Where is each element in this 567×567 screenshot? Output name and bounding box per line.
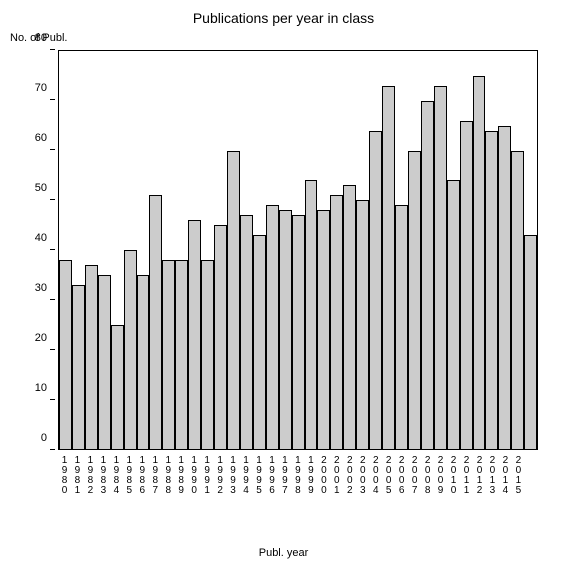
y-tick-label: 30 [35,282,47,294]
bar [98,275,111,449]
x-tick-label: 1987 [149,452,162,496]
x-tick-label: 2001 [330,452,343,496]
x-tick-label: 2004 [369,452,382,496]
bar [175,260,188,449]
x-tick-label: 2008 [421,452,434,496]
y-tick-label: 70 [35,82,47,94]
x-tick-label: 2010 [447,452,460,496]
y-tick-label: 80 [35,32,47,44]
x-tick-label: 1996 [266,452,279,496]
x-tick-label: 2014 [499,452,512,496]
x-tick-label: 2000 [317,452,330,496]
bar [447,180,460,449]
bar [266,205,279,449]
x-tick-label: 1993 [227,452,240,496]
bar [524,235,537,449]
x-tick-label: 1990 [188,452,201,496]
bar [279,210,292,449]
bar [434,86,447,449]
x-tick-label: 2011 [460,452,473,496]
bar [305,180,318,449]
bar [330,195,343,449]
bar [369,131,382,449]
x-tick-label: 2009 [434,452,447,496]
bar [137,275,150,449]
bar [253,235,266,449]
bar [227,151,240,450]
x-axis-ticks: 1980198119821983198419851986198719881989… [58,452,538,496]
bar [498,126,511,449]
x-tick-label: 2006 [395,452,408,496]
bar [201,260,214,449]
bar [292,215,305,449]
x-tick-label: 1997 [278,452,291,496]
bar [408,151,421,450]
bar [473,76,486,449]
bar [460,121,473,449]
y-tick-mark [50,299,55,300]
chart-container: Publications per year in class No. of Pu… [0,0,567,567]
x-tick-label: 1982 [84,452,97,496]
bars-group [59,51,537,449]
bar [343,185,356,449]
y-tick-label: 10 [35,382,47,394]
bar [124,250,137,449]
x-tick-label: 2003 [356,452,369,496]
y-tick-mark [50,449,55,450]
bar [382,86,395,449]
x-tick-label: 1984 [110,452,123,496]
bar [59,260,72,449]
x-tick-label: 2007 [408,452,421,496]
chart-title: Publications per year in class [0,10,567,26]
x-tick-label: 2012 [473,452,486,496]
y-tick-label: 60 [35,132,47,144]
bar [188,220,201,449]
y-tick-label: 40 [35,232,47,244]
x-tick-label: 1986 [136,452,149,496]
x-tick-label: 2002 [343,452,356,496]
x-tick-label: 1989 [175,452,188,496]
bar [85,265,98,449]
bar [421,101,434,449]
x-tick-label: 1980 [58,452,71,496]
x-tick-label: 1985 [123,452,136,496]
y-tick-mark [50,49,55,50]
y-tick-label: 0 [41,432,47,444]
bar [214,225,227,449]
y-tick-mark [50,249,55,250]
x-tick-label: 1994 [240,452,253,496]
x-tick-label: 1983 [97,452,110,496]
bar [511,151,524,450]
y-tick-label: 50 [35,182,47,194]
bar [317,210,330,449]
x-tick-label: 1988 [162,452,175,496]
x-tick-label: 1991 [201,452,214,496]
x-tick-label [525,452,538,496]
y-tick-mark [50,99,55,100]
y-tick-mark [50,149,55,150]
bar [485,131,498,449]
bar [356,200,369,449]
x-tick-label: 2013 [486,452,499,496]
y-tick-label: 20 [35,332,47,344]
bar [111,325,124,449]
bar [162,260,175,449]
x-tick-label: 1992 [214,452,227,496]
bar [240,215,253,449]
y-axis-ticks: 01020304050607080 [0,50,55,450]
x-tick-label: 2005 [382,452,395,496]
y-tick-mark [50,349,55,350]
x-axis-label: Publ. year [0,547,567,559]
y-tick-mark [50,399,55,400]
plot-area [58,50,538,450]
y-tick-mark [50,199,55,200]
x-tick-label: 2015 [512,452,525,496]
bar [149,195,162,449]
x-tick-label: 1995 [253,452,266,496]
x-tick-label: 1998 [291,452,304,496]
bar [72,285,85,449]
x-tick-label: 1981 [71,452,84,496]
bar [395,205,408,449]
x-tick-label: 1999 [304,452,317,496]
